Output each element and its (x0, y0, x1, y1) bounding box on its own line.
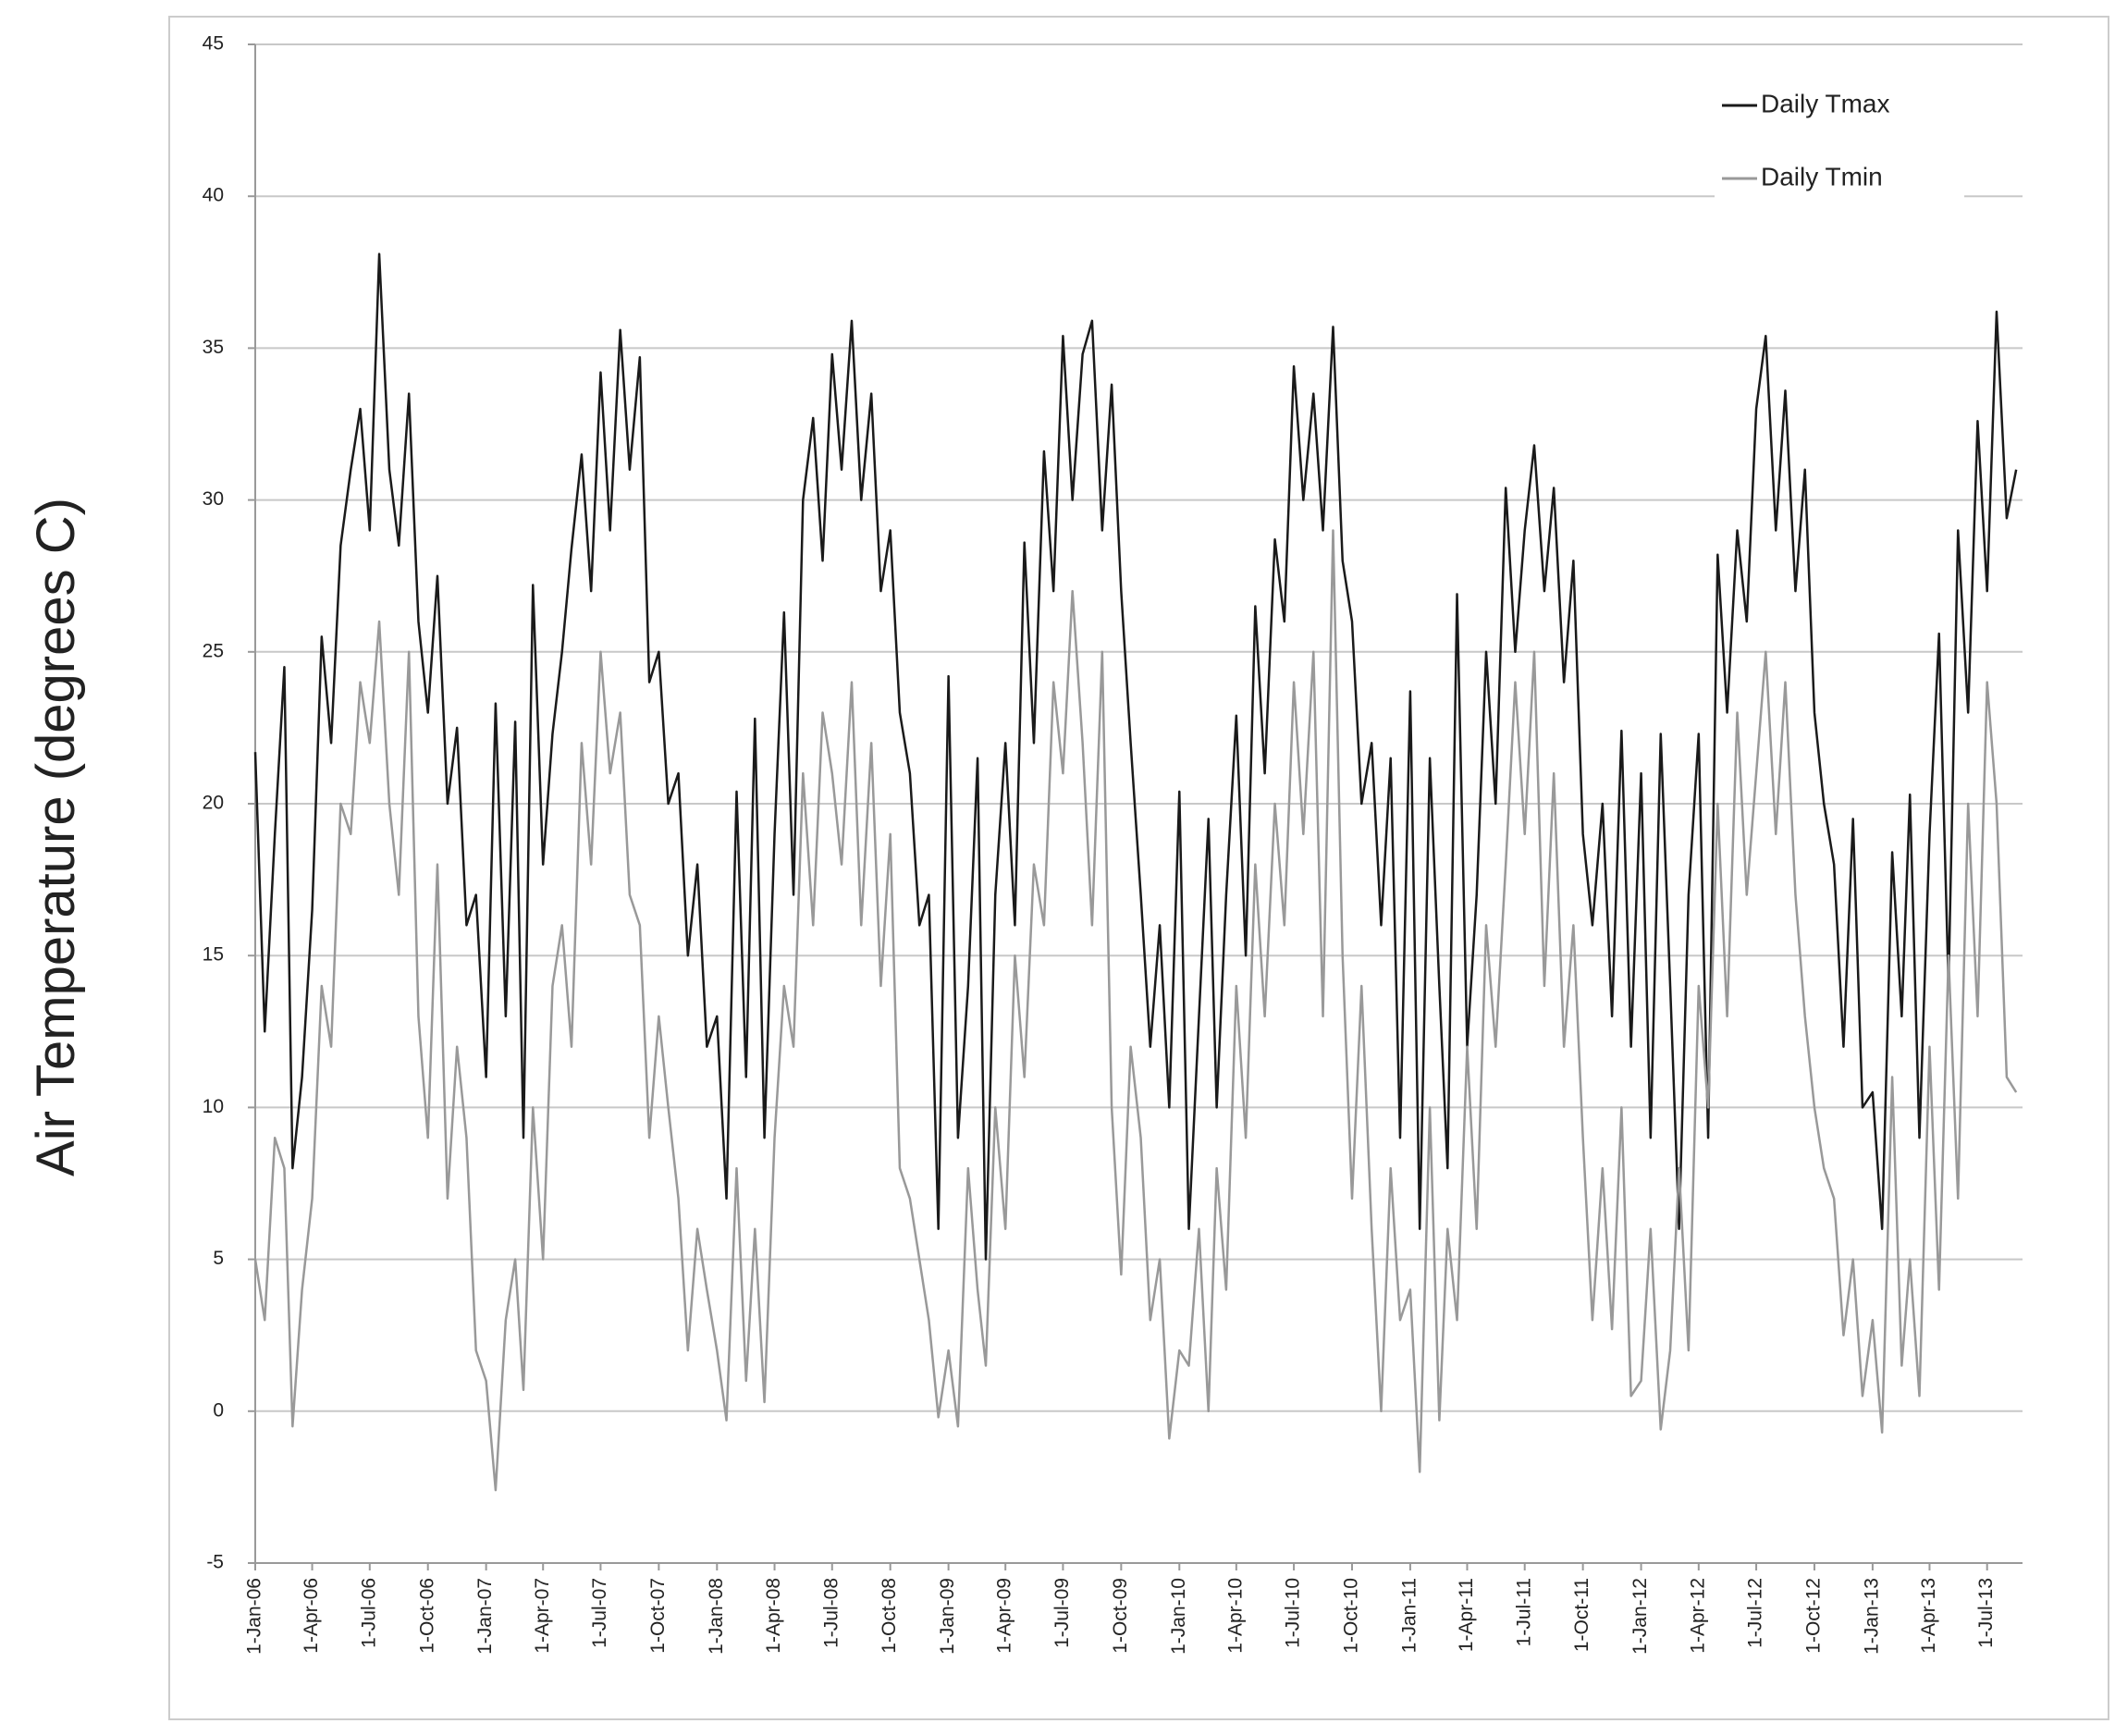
x-tick-label: 1-Jul-09 (1051, 1578, 1073, 1648)
y-tick-label: 40 (203, 185, 224, 206)
legend-background (1715, 72, 1964, 215)
x-tick-label: 1-Apr-12 (1687, 1578, 1708, 1654)
x-tick-label: 1-Jul-12 (1745, 1578, 1766, 1648)
x-tick-label: 1-Oct-12 (1803, 1578, 1825, 1654)
y-tick-label: 30 (203, 488, 224, 510)
x-tick-label: 1-Oct-08 (879, 1578, 900, 1654)
line-series (253, 252, 2018, 1261)
x-tick-label: 1-Apr-08 (763, 1578, 784, 1654)
y-tick-label: 10 (203, 1096, 224, 1117)
x-tick-label: 1-Oct-09 (1110, 1578, 1131, 1654)
y-tick-label: 20 (203, 793, 224, 814)
x-tick-label: 1-Apr-07 (532, 1578, 553, 1654)
x-tick-label: 1-Jul-06 (358, 1578, 379, 1648)
y-axis-title: Air Temperature (degrees C) (26, 498, 86, 1176)
x-tick-label: 1-Jan-06 (244, 1578, 265, 1655)
y-tick-label: 35 (203, 337, 224, 358)
x-tick-label: 1-Jul-07 (589, 1578, 610, 1648)
x-tick-label: 1-Jan-10 (1168, 1578, 1189, 1655)
x-tick-label: 1-Jan-08 (706, 1578, 727, 1655)
x-tick-label: 1-Apr-11 (1456, 1578, 1477, 1652)
x-tick-label: 1-Jan-12 (1629, 1578, 1651, 1655)
x-tick-label: 1-Jan-07 (474, 1578, 496, 1655)
x-tick-label: 1-Jul-08 (820, 1578, 842, 1648)
x-tick-label: 1-Oct-06 (416, 1578, 437, 1654)
x-tick-label: 1-Oct-11 (1571, 1578, 1592, 1652)
y-tick-label: 45 (203, 33, 224, 55)
x-tick-label: 1-Jan-11 (1398, 1578, 1420, 1653)
y-tick-label: 15 (203, 944, 224, 966)
x-tick-label: 1-Oct-10 (1341, 1578, 1362, 1654)
x-tick-label: 1-Jan-09 (937, 1578, 958, 1655)
x-tick-label: 1-Jul-10 (1283, 1578, 1304, 1648)
y-tick-label: 5 (213, 1248, 224, 1269)
y-tick-label: -5 (206, 1552, 224, 1573)
chart-frame (168, 16, 2109, 1720)
line-series (253, 529, 2018, 1492)
legend-label: Daily Tmin (1761, 162, 1883, 191)
y-tick-label: 0 (213, 1399, 224, 1421)
x-tick-label: 1-Apr-10 (1224, 1578, 1246, 1654)
x-tick-label: 1-Jan-13 (1861, 1578, 1882, 1655)
x-tick-label: 1-Apr-06 (301, 1578, 322, 1654)
legend-label: Daily Tmax (1761, 89, 1890, 117)
x-tick-label: 1-Jul-11 (1513, 1578, 1534, 1646)
x-tick-label: 1-Oct-07 (647, 1578, 669, 1654)
y-tick-label: 25 (203, 640, 224, 661)
x-tick-label: 1-Apr-13 (1918, 1578, 1939, 1654)
x-tick-label: 1-Apr-09 (994, 1578, 1015, 1654)
x-tick-label: 1-Jul-13 (1975, 1578, 1997, 1648)
